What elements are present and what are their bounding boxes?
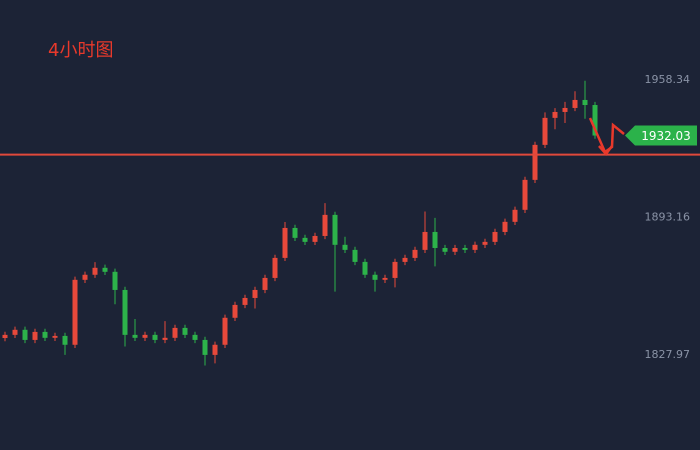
candle-body (162, 337, 168, 340)
chart-title: 4小时图 (48, 40, 113, 61)
candle-body (372, 274, 378, 280)
candle-body (352, 249, 358, 262)
candle-body (122, 289, 128, 335)
candle-body (442, 247, 448, 252)
candle-body (532, 144, 538, 180)
y-tick-label: 1958.34 (645, 73, 691, 86)
candle-body (252, 289, 258, 298)
candle-body (482, 241, 488, 245)
candle-body (272, 257, 278, 278)
candle-body (62, 335, 68, 345)
candle-body (112, 271, 118, 290)
candle-body (172, 327, 178, 338)
candle-body (392, 261, 398, 278)
candle-body (512, 209, 518, 222)
candle-body (92, 267, 98, 275)
candle-body (542, 117, 548, 145)
candle-body (262, 277, 268, 290)
candle-body (382, 277, 388, 280)
candle-body (582, 99, 588, 106)
candle-body (12, 329, 18, 335)
candle-body (472, 244, 478, 250)
y-tick-label: 1893.16 (645, 210, 691, 223)
candle-body (242, 297, 248, 305)
candle-body (42, 331, 48, 338)
arrow-head (598, 145, 613, 156)
candle-body (402, 257, 408, 262)
candle-body (212, 344, 218, 355)
price-tag (625, 125, 697, 146)
candle-body (462, 247, 468, 250)
candle-body (192, 334, 198, 340)
candle-body (2, 334, 8, 339)
candle-body (102, 267, 108, 272)
candle-body (302, 237, 308, 242)
candle-body (422, 231, 428, 250)
candle-body (502, 221, 508, 232)
price-tag-label: 1932.03 (641, 129, 691, 143)
candle-body (132, 334, 138, 338)
candle-body (32, 331, 38, 340)
candle-body (202, 339, 208, 355)
candle-body (82, 274, 88, 280)
candle-body (432, 231, 438, 248)
candle-body (22, 329, 28, 340)
candle-body (552, 111, 558, 118)
candle-body (322, 214, 328, 236)
candle-body (412, 249, 418, 258)
candle-body (452, 247, 458, 252)
candle-body (182, 327, 188, 335)
candle-body (152, 334, 158, 340)
candle-body (222, 317, 228, 345)
candle-body (142, 334, 148, 338)
candle-body (332, 214, 338, 245)
y-tick-label: 1827.97 (645, 348, 691, 361)
candle-body (592, 105, 598, 136)
candle-body (572, 99, 578, 108)
candle-body (362, 261, 368, 275)
candle-body (282, 227, 288, 258)
candle-body (492, 231, 498, 242)
candle-body (52, 335, 58, 338)
candle-body (232, 304, 238, 318)
candle-body (562, 107, 568, 112)
candle-body (522, 179, 528, 210)
candle-body (72, 279, 78, 345)
candle-body (312, 235, 318, 242)
candle-body (342, 244, 348, 250)
candle-body (292, 227, 298, 238)
